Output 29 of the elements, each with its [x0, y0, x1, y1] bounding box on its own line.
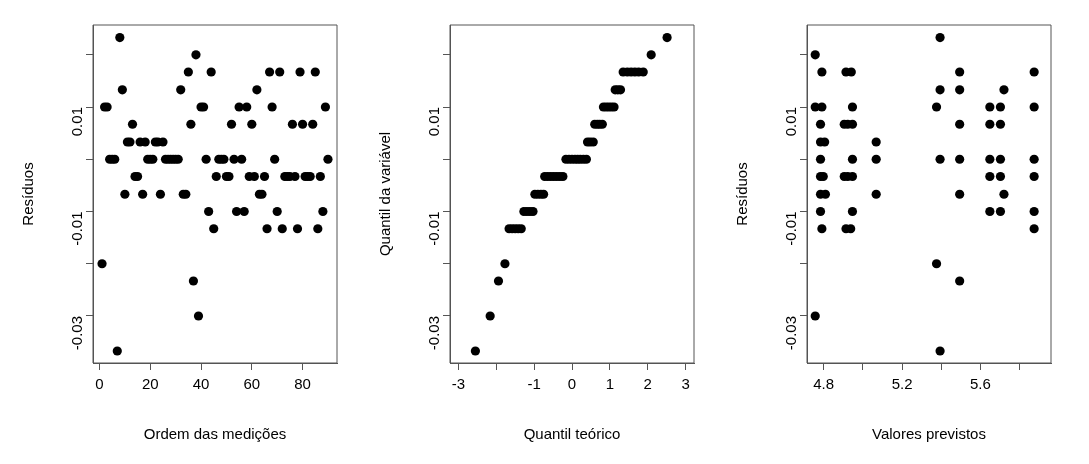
- y-tick-label: -0.03: [425, 315, 443, 351]
- x-axis-title: Ordem das medições: [143, 425, 287, 443]
- x-tick-label: 2: [643, 375, 652, 393]
- y-axis-title: Resíduos: [19, 162, 37, 226]
- x-tick-label: 80: [294, 375, 311, 393]
- x-tick-label: 0: [567, 375, 577, 393]
- x-tick-label: 60: [243, 375, 261, 393]
- y-tick-label: -0.01: [782, 211, 800, 246]
- y-tick-label: -0.01: [425, 211, 443, 246]
- x-tick-label: 1: [605, 375, 615, 393]
- y-tick-label: -0.03: [782, 315, 800, 351]
- x-tick-label: 0: [95, 375, 104, 393]
- x-tick-label: -1: [527, 375, 541, 393]
- x-tick-label: 40: [192, 375, 210, 393]
- y-tick-label: 0.01: [68, 107, 86, 137]
- x-axis-title: Valores previstos: [872, 425, 986, 443]
- x-tick-label: 3: [681, 375, 690, 393]
- y-tick-label: 0.01: [782, 107, 800, 137]
- x-tick-label: -3: [451, 375, 466, 393]
- x-tick-label: 5.6: [970, 375, 991, 393]
- y-axis-title: Quantil da variável: [376, 131, 394, 257]
- y-tick-label: -0.01: [68, 211, 86, 246]
- x-tick-label: 20: [141, 375, 159, 393]
- y-tick-label: -0.03: [68, 315, 86, 351]
- y-axis-title: Resíduos: [733, 162, 751, 226]
- x-tick-label: 5.2: [891, 375, 913, 393]
- y-tick-label: 0.01: [425, 107, 443, 137]
- x-axis-title: Quantil teórico: [523, 425, 621, 443]
- x-tick-label: 4.8: [813, 375, 835, 393]
